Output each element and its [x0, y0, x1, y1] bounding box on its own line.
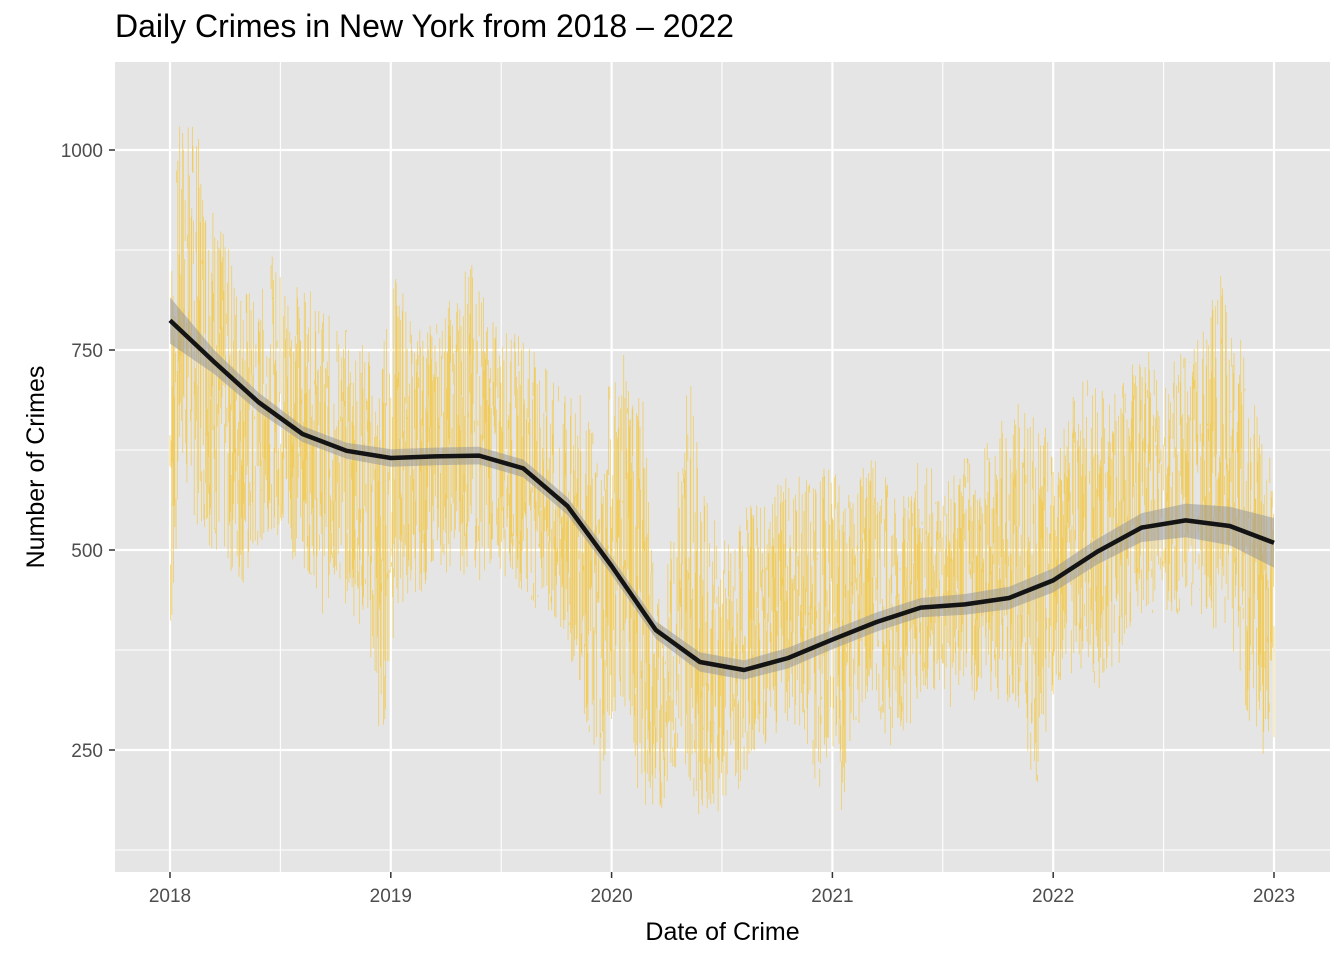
- y-tick-label: 500: [71, 541, 103, 562]
- x-tick-label: 2020: [590, 886, 632, 907]
- y-axis: 250 500 750 1000: [61, 141, 115, 762]
- daily-crime-series: [169, 126, 1275, 815]
- y-tick-label: 250: [71, 741, 103, 762]
- x-tick-label: 2019: [370, 886, 412, 907]
- x-axis-title: Date of Crime: [645, 918, 799, 946]
- x-tick-label: 2023: [1253, 886, 1295, 907]
- x-tick-label: 2021: [811, 886, 853, 907]
- x-axis: 2018 2019 2020 2021 2022 2023: [149, 872, 1295, 907]
- x-tick-label: 2018: [149, 886, 191, 907]
- y-tick-label: 1000: [61, 141, 103, 162]
- y-tick-label: 750: [71, 341, 103, 362]
- trend-line: [168, 318, 1275, 673]
- chart-title: Daily Crimes in New York from 2018 – 202…: [115, 8, 734, 44]
- y-axis-title: Number of Crimes: [22, 366, 50, 569]
- x-tick-label: 2022: [1032, 886, 1074, 907]
